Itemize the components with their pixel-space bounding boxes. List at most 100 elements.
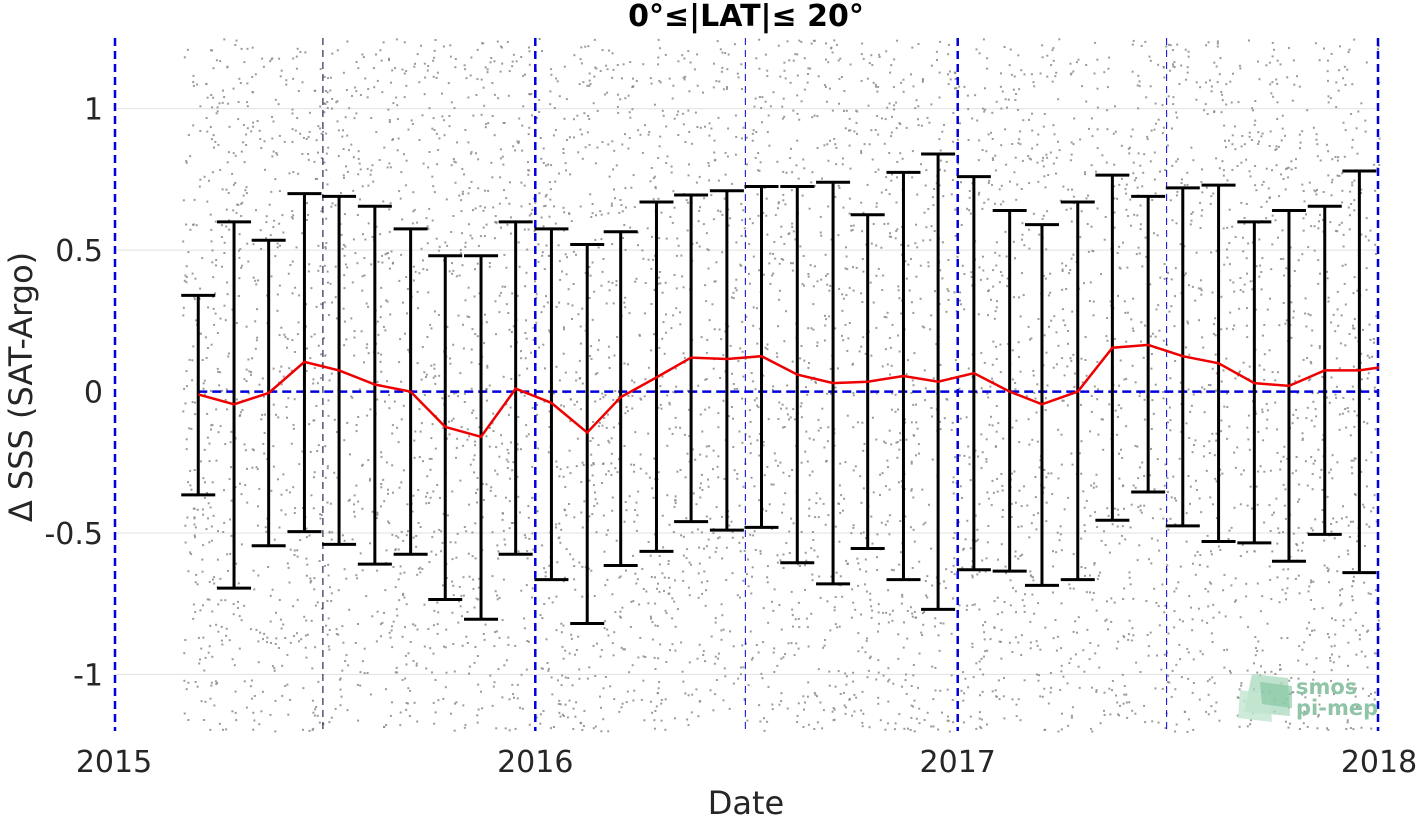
- scatter-point: [910, 258, 912, 260]
- scatter-point: [1199, 287, 1202, 290]
- scatter-point: [683, 361, 686, 364]
- scatter-point: [296, 598, 299, 601]
- scatter-point: [838, 187, 841, 189]
- scatter-point: [1017, 557, 1020, 560]
- scatter-point: [610, 202, 613, 205]
- scatter-point: [1109, 300, 1112, 303]
- scatter-point: [401, 218, 404, 221]
- scatter-point: [901, 157, 904, 160]
- scatter-point: [390, 629, 393, 632]
- scatter-point: [952, 492, 955, 495]
- scatter-point: [1284, 188, 1287, 191]
- scatter-point: [965, 416, 968, 419]
- scatter-point: [190, 553, 193, 556]
- scatter-point: [987, 198, 990, 201]
- scatter-point: [1339, 342, 1342, 345]
- scatter-point: [299, 132, 302, 135]
- scatter-point: [527, 516, 530, 519]
- scatter-point: [781, 117, 784, 120]
- scatter-point: [996, 477, 999, 480]
- scatter-point: [790, 590, 793, 593]
- scatter-point: [1110, 597, 1113, 600]
- scatter-point: [1123, 685, 1126, 687]
- scatter-point: [766, 69, 769, 72]
- scatter-point: [1150, 428, 1153, 430]
- scatter-point: [1258, 238, 1261, 241]
- scatter-point: [383, 146, 386, 149]
- scatter-point: [363, 672, 366, 675]
- scatter-point: [421, 114, 424, 117]
- scatter-point: [1245, 257, 1248, 260]
- scatter-point: [329, 76, 332, 79]
- scatter-point: [610, 437, 613, 440]
- scatter-point: [477, 187, 480, 190]
- scatter-point: [273, 667, 276, 670]
- scatter-point: [562, 580, 565, 583]
- scatter-point: [1356, 540, 1358, 543]
- scatter-point: [538, 111, 541, 113]
- scatter-point: [264, 168, 266, 171]
- scatter-point: [926, 596, 929, 599]
- scatter-point: [963, 454, 966, 457]
- scatter-point: [1259, 264, 1262, 267]
- scatter-point: [337, 633, 340, 636]
- scatter-point: [594, 400, 597, 403]
- scatter-point: [519, 706, 521, 709]
- scatter-point: [790, 262, 792, 265]
- scatter-point: [305, 219, 308, 221]
- scatter-point: [431, 219, 434, 222]
- scatter-point: [1166, 144, 1169, 147]
- scatter-point: [629, 116, 632, 119]
- scatter-point: [275, 637, 278, 640]
- scatter-point: [468, 187, 471, 189]
- scatter-point: [991, 363, 994, 366]
- scatter-point: [664, 609, 667, 612]
- scatter-point: [984, 621, 987, 623]
- scatter-point: [186, 48, 189, 51]
- scatter-point: [710, 127, 713, 130]
- scatter-point: [652, 258, 654, 261]
- scatter-point: [929, 328, 932, 331]
- scatter-point: [319, 265, 322, 268]
- scatter-point: [561, 713, 564, 716]
- scatter-point: [1317, 715, 1320, 718]
- scatter-point: [1297, 549, 1300, 552]
- scatter-point: [1132, 597, 1135, 600]
- scatter-point: [460, 426, 463, 429]
- scatter-point: [183, 387, 186, 390]
- scatter-point: [1291, 422, 1294, 425]
- scatter-point: [1069, 159, 1072, 162]
- scatter-point: [1081, 85, 1083, 88]
- scatter-point: [1240, 473, 1243, 476]
- scatter-point: [530, 351, 532, 354]
- scatter-point: [980, 387, 983, 390]
- scatter-point: [1301, 183, 1304, 186]
- scatter-point: [844, 712, 847, 715]
- scatter-point: [1334, 633, 1337, 636]
- scatter-point: [707, 485, 710, 488]
- scatter-point: [433, 49, 436, 52]
- scatter-point: [1055, 71, 1058, 74]
- scatter-point: [910, 685, 913, 687]
- scatter-point: [1263, 368, 1266, 371]
- scatter-point: [1365, 217, 1368, 220]
- scatter-point: [330, 592, 333, 595]
- scatter-point: [968, 190, 971, 192]
- scatter-point: [1113, 197, 1116, 200]
- scatter-point: [1253, 123, 1256, 126]
- scatter-point: [1216, 40, 1219, 43]
- scatter-point: [1095, 689, 1098, 692]
- scatter-point: [681, 54, 684, 57]
- scatter-point: [199, 609, 202, 612]
- scatter-point: [775, 352, 778, 355]
- scatter-point: [1060, 670, 1063, 673]
- scatter-point: [451, 558, 454, 561]
- scatter-point: [960, 303, 963, 306]
- scatter-point: [476, 721, 479, 724]
- scatter-point: [1241, 135, 1244, 137]
- scatter-point: [1278, 531, 1281, 534]
- scatter-point: [1263, 378, 1266, 381]
- scatter-point: [491, 575, 494, 578]
- scatter-point: [758, 38, 761, 41]
- scatter-point: [1061, 357, 1064, 360]
